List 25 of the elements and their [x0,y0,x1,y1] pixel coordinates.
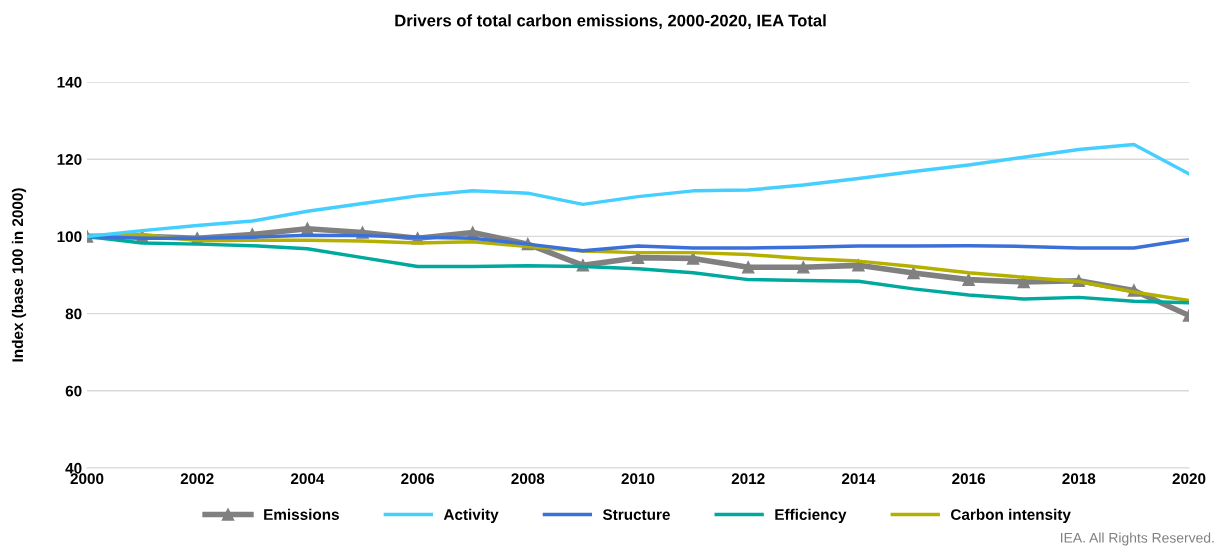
y-axis-title: Index (base 100 in 2000) [11,188,27,362]
y-tick-label: 120 [57,154,82,165]
legend-label: Emissions [264,508,339,520]
y-tick-label: 140 [57,76,82,88]
y-tick-label: 60 [65,385,82,397]
x-tick-label: 2006 [401,473,435,485]
x-tick-label: 2008 [511,473,545,485]
x-tick-label: 2018 [1062,473,1096,485]
legend-label: Efficiency [775,508,847,524]
y-tick-label: 40 [65,462,82,474]
y-tick-label: 100 [57,231,82,243]
x-tick-label: 2012 [731,473,765,485]
x-tick-label: 2002 [180,473,214,485]
legend-label: Carbon intensity [951,508,1071,524]
x-tick-label: 2020 [1172,473,1206,485]
y-tick-label: 80 [65,308,82,320]
x-tick-label: 2010 [621,473,655,485]
x-tick-label: 2004 [290,473,325,485]
legend-label: Structure [602,509,670,520]
x-tick-label: 2016 [952,473,986,485]
chart-title: Drivers of total carbon emissions, 2000-2020, IEA Total [395,14,826,29]
legend-label: Activity [443,508,499,524]
x-tick-label: 2014 [841,473,876,485]
x-tick-label: 2000 [70,473,104,485]
text: IEA. All Rights Reserved. [1061,532,1214,546]
